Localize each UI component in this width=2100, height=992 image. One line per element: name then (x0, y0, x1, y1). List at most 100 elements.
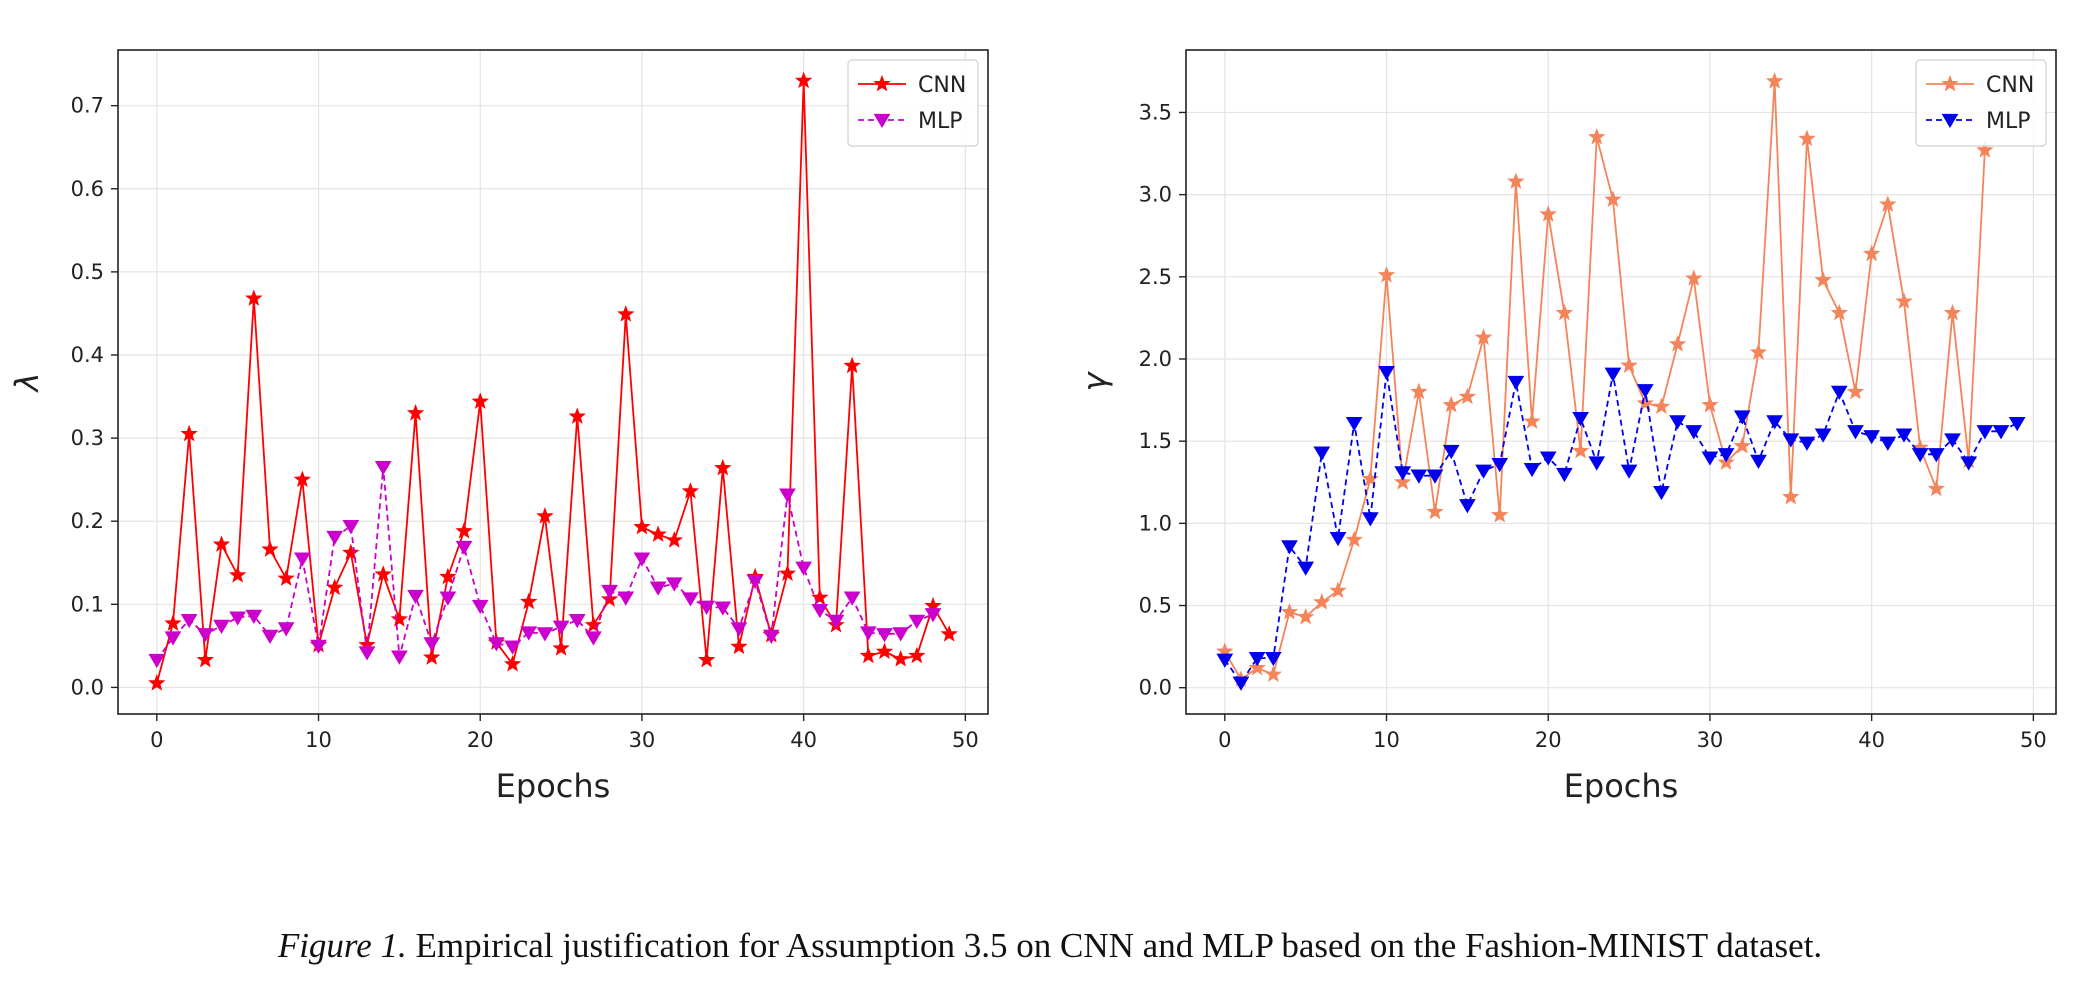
data-point-cnn (1652, 397, 1671, 415)
data-point-cnn (1426, 502, 1444, 520)
data-point-cnn (859, 646, 878, 664)
data-point-mlp (1669, 415, 1686, 430)
data-point-cnn (520, 592, 538, 610)
data-point-mlp (1539, 451, 1557, 466)
data-point-mlp (423, 637, 441, 652)
data-point-cnn (1927, 479, 1946, 497)
data-point-mlp (1345, 416, 1363, 432)
y-tick-label: 0.7 (71, 94, 104, 118)
data-point-cnn (875, 642, 894, 660)
x-tick-label: 40 (790, 728, 817, 752)
data-point-cnn (1458, 387, 1477, 405)
data-point-mlp (811, 603, 829, 619)
axes-frame (1185, 49, 2057, 715)
data-point-mlp (1911, 448, 1929, 463)
data-point-mlp (164, 631, 182, 646)
series-line-cnn (155, 79, 950, 684)
data-point-mlp (471, 599, 489, 615)
data-point-mlp (294, 552, 311, 567)
data-point-mlp (1733, 410, 1751, 425)
left-panel-lambda: 0 10 20 30 40 50 0.0 0.1 0.2 0.3 0.4 0.5 0.6 0.7 Epoch… (8, 49, 989, 805)
data-point-cnn (1377, 266, 1396, 283)
data-point-cnn (390, 610, 409, 627)
data-point-mlp (455, 540, 473, 556)
data-point-mlp (665, 577, 683, 592)
series-mlp (148, 461, 942, 669)
data-point-cnn (1943, 303, 1962, 321)
data-point-cnn (1685, 269, 1703, 286)
data-point-cnn (455, 522, 473, 539)
data-point-mlp (1410, 469, 1428, 484)
data-point-mlp (779, 488, 796, 503)
x-tick-label: 30 (1697, 728, 1724, 752)
data-point-mlp (795, 561, 812, 576)
data-point-mlp (310, 639, 327, 654)
data-point-mlp (1847, 425, 1864, 440)
caption-label: Figure 1. (277, 926, 407, 965)
data-point-cnn (1555, 303, 1574, 321)
data-point-mlp (617, 591, 635, 606)
data-point-mlp (746, 574, 764, 590)
data-point-cnn (293, 470, 312, 488)
data-point-mlp (698, 600, 715, 615)
data-point-cnn (212, 535, 231, 552)
legend: CNN MLP (1915, 59, 2047, 147)
data-point-cnn (196, 650, 215, 668)
data-point-cnn (1523, 412, 1541, 429)
data-point-mlp (391, 650, 408, 665)
series-mlp (1216, 366, 2026, 691)
series-cnn (1216, 72, 1994, 687)
x-tick-label: 20 (1535, 728, 1562, 752)
data-point-cnn (891, 650, 910, 667)
data-point-mlp (1475, 464, 1492, 479)
data-point-cnn (1296, 607, 1315, 625)
data-point-cnn (277, 569, 295, 586)
x-tick-label: 50 (952, 728, 979, 752)
legend-marker-cnn (873, 74, 891, 92)
data-point-mlp (552, 620, 570, 635)
data-point-mlp (407, 589, 424, 605)
data-point-cnn (665, 531, 683, 548)
data-point-cnn (1361, 469, 1380, 487)
data-point-cnn (1749, 343, 1768, 360)
data-point-mlp (1960, 456, 1978, 471)
data-point-mlp (196, 628, 214, 643)
data-point-cnn (245, 289, 263, 306)
data-point-cnn (1846, 382, 1865, 400)
data-point-cnn (681, 482, 700, 499)
y-axis-label: γ (1076, 370, 1114, 391)
data-point-cnn (552, 639, 570, 656)
data-point-mlp (1394, 466, 1412, 481)
y-tick-label: 0.4 (71, 343, 104, 367)
data-point-mlp (277, 622, 295, 637)
data-point-mlp (1830, 385, 1848, 400)
y-tick-label: 3.5 (1139, 100, 1172, 124)
data-point-cnn (1491, 505, 1509, 523)
data-point-mlp (1248, 651, 1266, 667)
data-point-mlp (1216, 653, 1234, 668)
data-point-mlp (730, 622, 748, 637)
data-point-mlp (762, 629, 780, 644)
plot-area (118, 50, 988, 714)
data-point-mlp (1572, 412, 1589, 427)
y-tick-label: 0.2 (71, 509, 104, 533)
x-tick-label: 40 (1858, 728, 1885, 752)
y-tick-label: 3.0 (1139, 183, 1172, 207)
data-point-cnn (423, 648, 441, 665)
data-point-mlp (1685, 425, 1703, 440)
data-point-mlp (1976, 425, 1994, 440)
data-point-cnn (1410, 382, 1428, 400)
data-point-mlp (924, 608, 942, 623)
data-point-cnn (1620, 356, 1638, 373)
data-point-mlp (1442, 444, 1460, 460)
data-point-mlp (1766, 415, 1783, 430)
data-point-mlp (585, 631, 602, 646)
data-point-cnn (811, 588, 829, 606)
data-point-mlp (374, 461, 392, 476)
data-point-mlp (1717, 448, 1735, 463)
data-point-cnn (1701, 395, 1719, 413)
data-point-cnn (633, 517, 651, 535)
data-point-cnn (374, 565, 392, 582)
data-point-cnn (1976, 141, 1994, 158)
